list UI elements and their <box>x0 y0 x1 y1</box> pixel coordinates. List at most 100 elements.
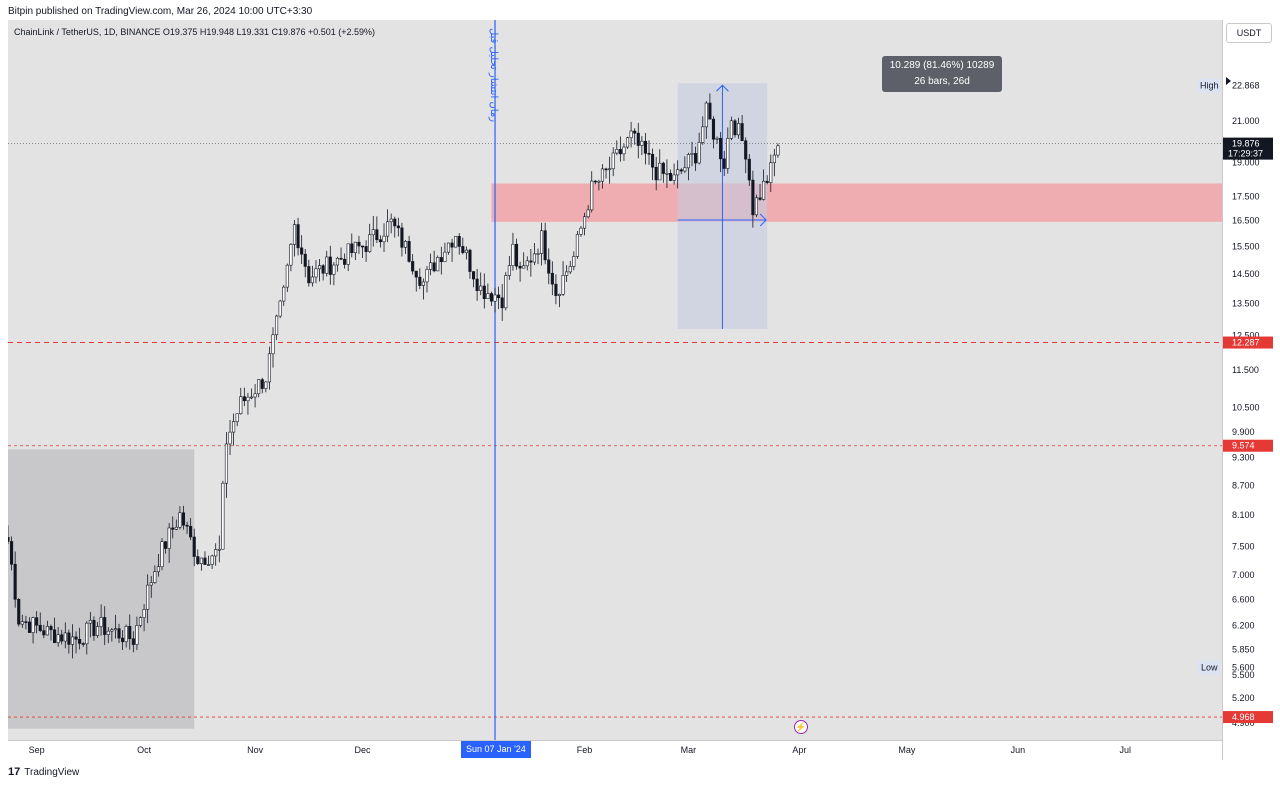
candle <box>690 153 694 155</box>
candle <box>647 153 651 155</box>
candle <box>135 625 139 645</box>
candle <box>439 257 443 263</box>
candle <box>257 379 261 395</box>
candle <box>310 276 314 284</box>
price-line-tag-bg <box>1223 711 1273 724</box>
currency-selector[interactable]: USDT <box>1226 23 1272 43</box>
candle <box>708 102 712 120</box>
candle <box>164 541 168 549</box>
candle <box>350 243 354 254</box>
candle <box>8 537 10 542</box>
candle <box>668 172 673 181</box>
brand-label: TradingView <box>24 766 80 778</box>
candle <box>285 264 289 288</box>
candle <box>507 265 511 276</box>
candle <box>307 266 311 284</box>
candle <box>339 257 343 260</box>
candle <box>411 261 415 272</box>
price-tick: 5.500 <box>1232 670 1255 680</box>
candle <box>206 564 211 566</box>
candle <box>547 259 551 274</box>
candle <box>557 293 562 296</box>
supply-zone <box>491 183 1222 222</box>
candle <box>78 638 82 644</box>
price-tick: 15.500 <box>1232 241 1260 251</box>
candle <box>471 271 476 280</box>
candle <box>475 278 479 291</box>
candle <box>486 293 490 299</box>
candle <box>414 270 418 278</box>
candle <box>590 180 594 211</box>
candle <box>203 557 207 565</box>
candle <box>178 512 182 528</box>
candle <box>665 172 669 175</box>
candle <box>63 632 67 642</box>
candle <box>53 629 57 644</box>
candle <box>561 275 565 295</box>
flash-icon[interactable]: ⚡ <box>794 720 808 734</box>
candle <box>579 227 583 235</box>
candle <box>81 643 85 645</box>
candle <box>694 153 698 164</box>
candle <box>95 626 100 636</box>
tradingview-brand[interactable]: 17 TradingView <box>8 766 79 778</box>
candle <box>511 243 515 266</box>
candle <box>45 626 49 636</box>
candle <box>196 556 200 564</box>
last-price-countdown: 17:29:37 <box>1228 149 1263 159</box>
chart-area[interactable]: زمان انتشار تحلیل قبل High Low <box>8 20 1222 740</box>
candle <box>776 145 780 156</box>
candle <box>597 180 601 183</box>
price-axis[interactable]: 21.000 19.000 17.500 16.500 15.500 14.500 13.5… <box>1222 20 1280 760</box>
candle <box>633 130 637 134</box>
price-chart[interactable]: زمان انتشار تحلیل قبل High Low <box>8 20 1222 740</box>
candle <box>110 629 114 632</box>
candle <box>314 268 318 278</box>
time-tick-Feb: Feb <box>577 745 593 755</box>
candle <box>153 571 157 583</box>
measure-vertical-arrowhead <box>716 84 729 92</box>
candle <box>128 626 132 640</box>
time-tick-Sep: Sep <box>29 745 45 755</box>
time-axis-labels: Sep Oct Nov Dec Feb Mar Apr May Jun Jul <box>29 745 1131 755</box>
candle <box>174 526 178 530</box>
candle <box>572 256 576 267</box>
candle <box>271 334 275 355</box>
candle <box>189 525 193 538</box>
candle <box>658 162 662 181</box>
candle <box>500 297 504 309</box>
candle <box>185 524 189 527</box>
candle <box>608 168 612 171</box>
candle <box>719 137 723 160</box>
symbol-info: ChainLink / TetherUS, 1D, BINANCE O19.37… <box>14 27 376 37</box>
candle <box>554 283 558 296</box>
candle <box>260 379 264 389</box>
candle <box>328 256 332 275</box>
candle <box>618 149 622 155</box>
candle <box>565 271 569 276</box>
candle <box>38 624 42 631</box>
candle <box>672 174 676 181</box>
candle <box>443 251 447 263</box>
price-tick: 6.600 <box>1232 595 1255 605</box>
time-tick-Mar: Mar <box>681 745 697 755</box>
candle <box>575 234 579 257</box>
candle <box>629 130 633 139</box>
time-axis[interactable]: Sep Oct Nov Dec Feb Mar Apr May Jun Jul <box>8 740 1222 761</box>
candle <box>228 431 232 445</box>
candle <box>171 527 175 530</box>
candle <box>697 142 701 164</box>
candle <box>403 240 408 248</box>
candle <box>418 276 422 286</box>
candle <box>235 413 239 422</box>
candle <box>289 244 293 266</box>
candle <box>167 527 171 549</box>
candle <box>762 180 766 200</box>
candle <box>640 140 644 146</box>
price-line-tag: 12.287 <box>1232 338 1260 348</box>
candle <box>751 179 755 216</box>
candle <box>318 265 322 270</box>
candle <box>357 241 361 247</box>
candle <box>396 225 400 229</box>
candle <box>389 218 393 223</box>
